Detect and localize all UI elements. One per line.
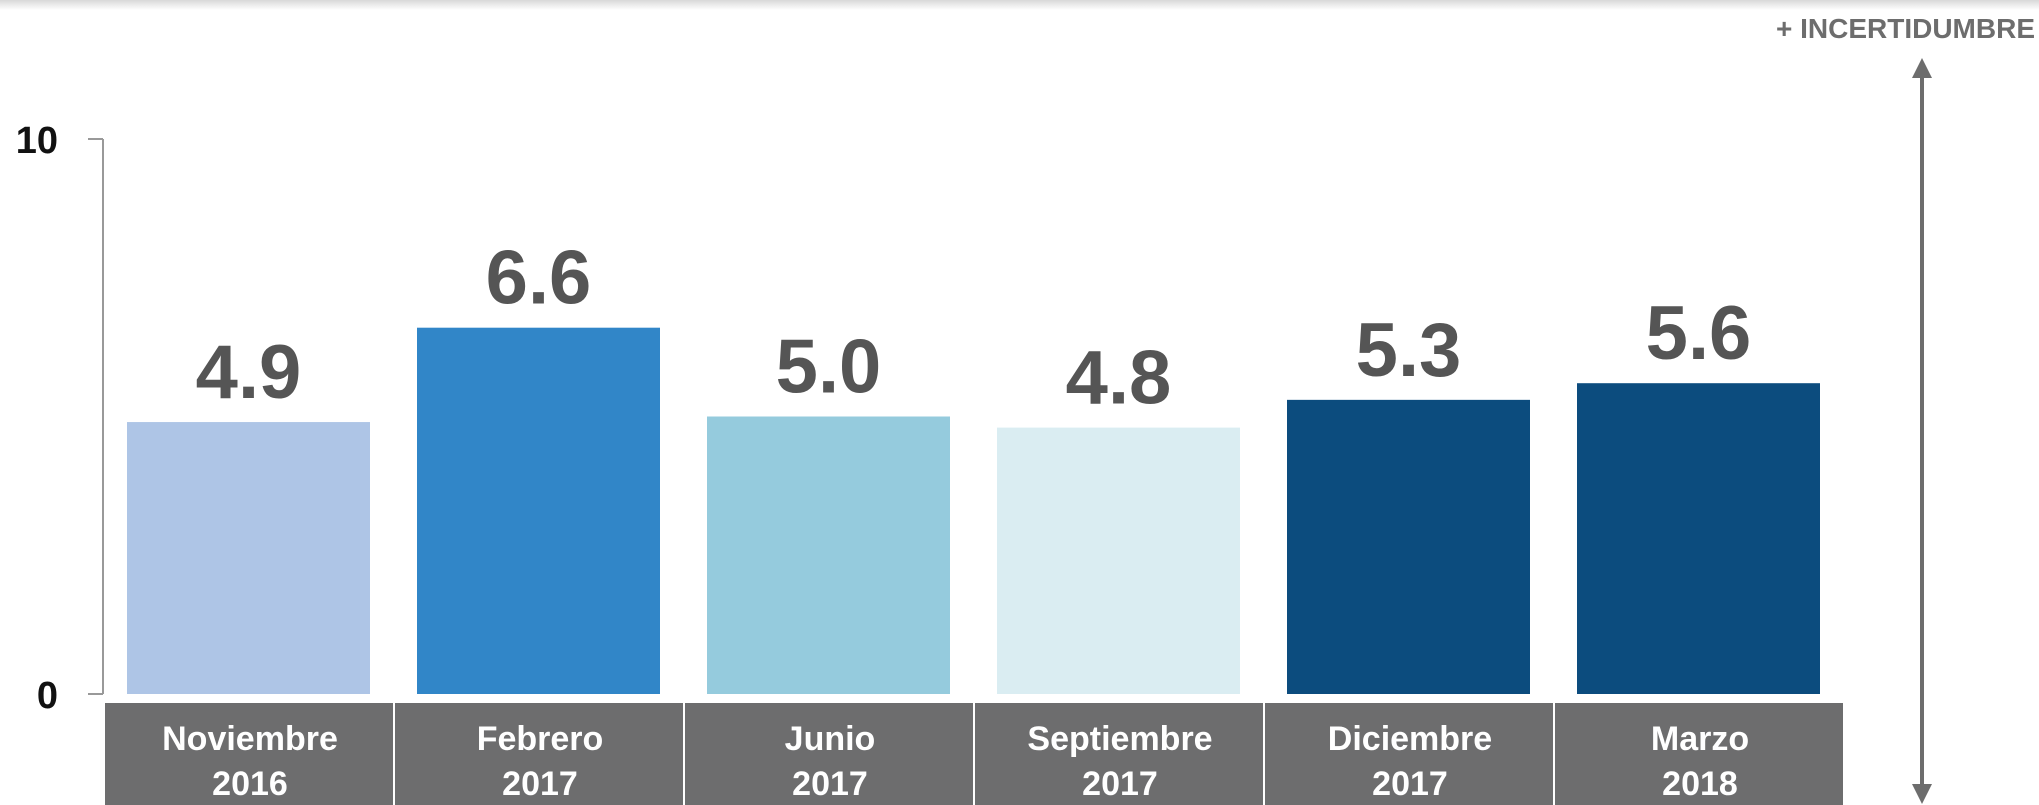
category-box <box>395 703 683 805</box>
x-tick-label: Marzo <box>1651 720 1749 758</box>
x-tick-label: 2017 <box>1372 765 1448 803</box>
category-box <box>685 703 973 805</box>
x-tick-label: Junio <box>785 720 876 758</box>
y-tick-label: 0 <box>37 675 58 717</box>
value-label: 5.0 <box>776 325 882 410</box>
bar <box>707 416 950 694</box>
x-tick-label: Noviembre <box>162 720 338 758</box>
x-tick-label: 2018 <box>1662 765 1738 803</box>
top-shade <box>0 0 2039 10</box>
value-label: 4.8 <box>1066 336 1172 421</box>
category-box <box>975 703 1263 805</box>
x-tick-label: Septiembre <box>1027 720 1212 758</box>
value-label: 5.6 <box>1646 291 1752 376</box>
bar <box>1577 383 1820 694</box>
x-tick-label: 2017 <box>792 765 868 803</box>
x-tick-label: 2016 <box>212 765 288 803</box>
x-tick-label: Febrero <box>477 720 604 758</box>
bar <box>997 427 1240 694</box>
bar <box>1287 399 1530 694</box>
value-label: 5.3 <box>1356 308 1462 393</box>
y-tick-label: 10 <box>16 120 58 162</box>
category-box <box>105 703 393 805</box>
value-label: 4.9 <box>196 330 302 415</box>
x-tick-label: 2017 <box>1082 765 1158 803</box>
x-tick-label: Diciembre <box>1328 720 1492 758</box>
annotation: + INCERTIDUMBRE <box>1776 13 2035 44</box>
bar <box>417 327 660 694</box>
value-label: 6.6 <box>486 236 592 321</box>
category-box <box>1265 703 1553 805</box>
category-box <box>1555 703 1843 805</box>
x-tick-label: 2017 <box>502 765 578 803</box>
bar <box>127 422 370 694</box>
